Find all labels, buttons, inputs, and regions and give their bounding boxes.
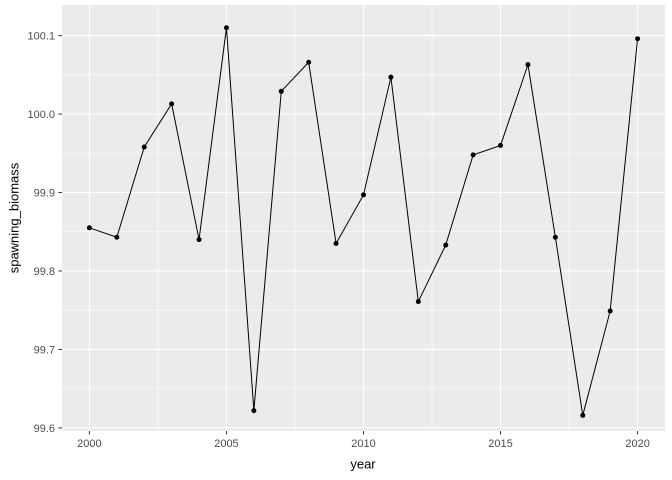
data-point <box>141 144 147 150</box>
data-point <box>580 412 586 418</box>
data-point <box>415 299 421 305</box>
x-tick-labels: 2000 2005 2010 2015 2020 <box>77 438 650 450</box>
data-point <box>552 234 558 240</box>
data-point <box>278 88 284 94</box>
x-axis-title: year <box>350 456 376 472</box>
data-point <box>169 101 175 107</box>
x-tick-label: 2020 <box>625 438 649 450</box>
data-point <box>361 192 366 198</box>
data-point <box>333 240 339 246</box>
data-point <box>388 74 394 80</box>
data-point <box>306 59 312 65</box>
data-point <box>196 237 202 243</box>
y-tick-label: 99.8 <box>34 266 55 278</box>
y-tick-label: 100.0 <box>27 109 55 121</box>
axis-ticks <box>58 35 639 435</box>
data-point <box>607 308 613 314</box>
data-point <box>251 408 257 414</box>
data-point <box>86 225 92 231</box>
y-tick-label: 99.9 <box>34 188 55 200</box>
data-point <box>114 234 120 240</box>
y-tick-label: 99.6 <box>34 423 55 435</box>
data-point <box>498 142 504 148</box>
y-tick-labels: 99.6 99.7 99.8 99.9 100.0 100.1 <box>27 31 55 435</box>
major-gridlines <box>62 5 665 431</box>
data-point <box>443 242 449 248</box>
x-tick-label: 2015 <box>488 438 512 450</box>
y-tick-label: 99.7 <box>34 344 55 356</box>
x-tick-label: 2010 <box>351 438 375 450</box>
y-tick-label: 100.1 <box>27 31 55 43</box>
data-points <box>86 25 641 418</box>
data-point <box>223 25 229 31</box>
data-point <box>525 62 531 68</box>
x-tick-label: 2000 <box>77 438 101 450</box>
data-point <box>635 36 641 42</box>
data-point <box>470 152 476 158</box>
x-tick-label: 2005 <box>214 438 238 450</box>
y-axis-title: spawning_biomass <box>6 162 22 274</box>
